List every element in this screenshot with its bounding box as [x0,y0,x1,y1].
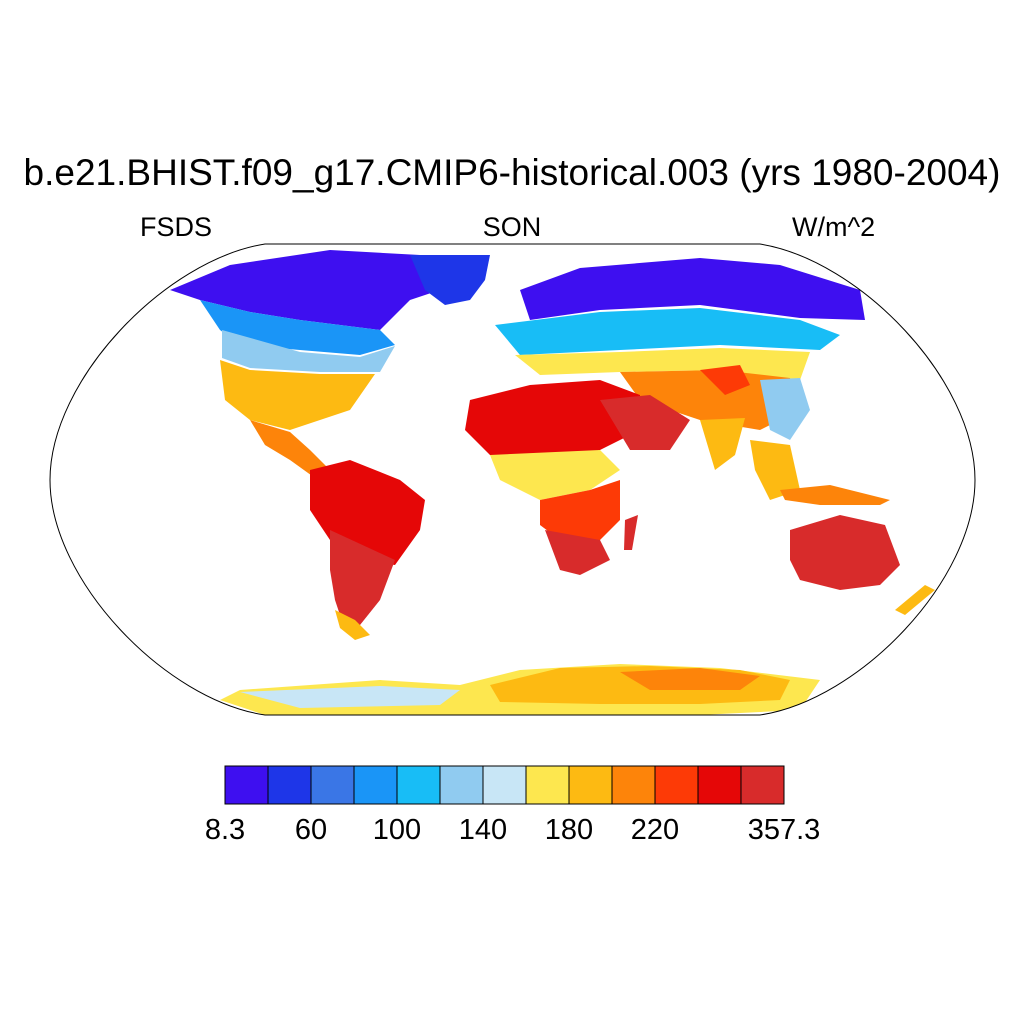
south-america-main [330,530,395,630]
colorbar-swatch [267,765,312,805]
colorbar-swatch [740,765,785,805]
patagonia [335,610,370,640]
southern-africa [545,530,610,575]
central-africa [540,480,620,540]
plot-title: b.e21.BHIST.f09_g17.CMIP6-historical.003… [23,152,1001,193]
north-america-south-canada [222,330,395,372]
central-asia [620,370,800,430]
colorbar-label: 357.3 [747,814,821,846]
colorbar-swatch [525,765,570,805]
colorbar-swatch [353,765,398,805]
antarctica-dome [620,668,760,690]
madagascar [624,515,638,550]
season-label: SON [482,212,542,242]
greenland [410,255,490,305]
india [700,418,745,470]
antarctica-west [240,686,460,708]
map-boundary [49,243,976,716]
colorbar-swatch [482,765,527,805]
colorbar-swatch [310,765,355,805]
colorbar-swatch [439,765,484,805]
colorbar-label: 8.3 [204,814,246,846]
north-america-arctic [170,250,480,330]
variable-label: FSDS [140,212,213,242]
southeast-asia [750,440,800,500]
arabia [600,395,690,450]
australia [790,515,900,590]
east-asia [760,378,810,440]
north-africa [465,380,640,465]
indonesia [780,485,890,505]
colorbar-swatch [224,765,269,805]
eurasia-north [495,308,840,355]
eurasia-arctic [520,258,865,320]
colorbar-swatch [654,765,699,805]
colorbar-label: 140 [458,814,508,846]
colorbar-swatch [568,765,613,805]
colorbar-label: 60 [294,814,328,846]
colorbar-swatch [697,765,742,805]
colorbar-label: 180 [544,814,594,846]
colorbar-label: 100 [372,814,422,846]
colorbar-swatch [396,765,441,805]
units-label: W/m^2 [792,212,876,242]
sahel [490,450,620,500]
colorbar-label: 220 [630,814,680,846]
colorbar-swatch [611,765,656,805]
new-zealand [895,585,935,615]
north-america-usa [220,360,375,430]
tibet [700,365,750,395]
mexico [250,420,330,478]
